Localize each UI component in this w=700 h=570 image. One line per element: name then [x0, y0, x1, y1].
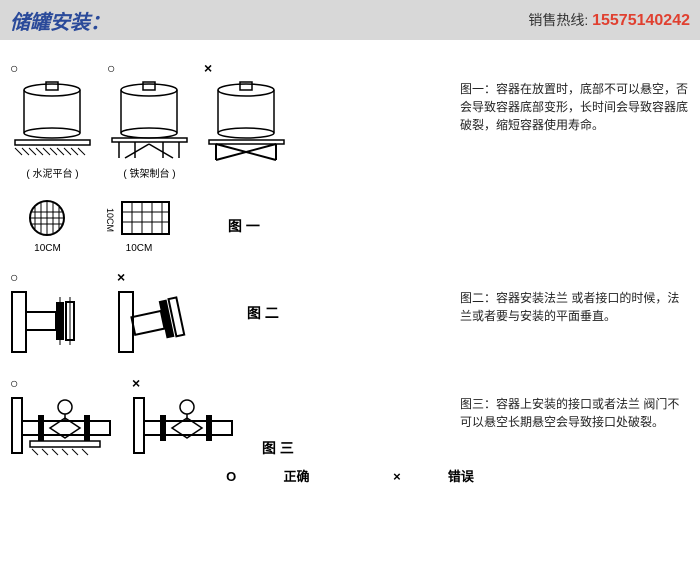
content-area: ○ — [0, 40, 700, 495]
dim-h-label: 10CM — [126, 243, 153, 254]
wrong-mark-icon: × — [132, 375, 140, 391]
flange-tilted-svg — [117, 287, 212, 357]
grid-rect: 10CM 10CM — [105, 198, 173, 254]
figure-1-row: ○ — [10, 60, 690, 180]
correct-mark-icon: ○ — [10, 269, 18, 285]
tank-solid-base: ○ — [10, 60, 95, 180]
wrong-mark-icon: × — [117, 269, 125, 285]
flange-correct: ○ — [10, 269, 105, 357]
circle-grid-icon — [20, 198, 75, 243]
dim-label: 10CM — [34, 243, 61, 254]
legend: O 正确 × 错误 — [10, 466, 690, 485]
tank-cross-base: × — [204, 60, 289, 180]
page-title: 储罐安装： — [10, 6, 110, 35]
legend-correct-label: 正确 — [283, 469, 309, 484]
figure-2-label: 图 二 — [247, 303, 279, 323]
figure-2-row: ○ × — [10, 269, 690, 357]
figure-1-label: 图 一 — [228, 216, 260, 236]
caption-frame: ( 铁架制台 ) — [123, 165, 175, 180]
correct-mark-icon: ○ — [10, 375, 18, 391]
figure-1-sub: 10CM 10CM 10CM 图 一 — [20, 198, 690, 254]
correct-mark-icon: ○ — [107, 60, 115, 76]
tank-svg-cross — [204, 78, 289, 163]
caption-solid: ( 水泥平台 ) — [26, 165, 78, 180]
hotline-number: 15575140242 — [592, 12, 690, 29]
figure-1-desc: 图一：容器在放置时，底部不可以悬空，否会导致容器底部变形，长时间会导致容器底破裂… — [460, 60, 690, 134]
tank-svg-frame — [107, 78, 192, 163]
dim-v-label: 10CM — [105, 208, 115, 232]
figure-1-diagrams: ○ — [10, 60, 289, 180]
hotline-label: 销售热线: — [528, 12, 588, 28]
tank-frame-base: ○ ( — [107, 60, 192, 180]
legend-wrong: × 错误 — [373, 469, 494, 484]
flange-wrong: × — [117, 269, 212, 357]
flange-straight-svg — [10, 287, 105, 357]
legend-correct-mark: O — [226, 469, 236, 484]
rect-grid-icon — [118, 198, 173, 243]
figure-3-diagrams: ○ — [10, 375, 242, 458]
figure-2-desc: 图二：容器安装法兰 或者接口的时候，法兰或者要与安装的平面垂直。 — [460, 269, 690, 325]
legend-wrong-mark: × — [393, 469, 401, 484]
figure-3-row: ○ — [10, 375, 690, 458]
tank-svg-solid — [10, 78, 95, 163]
figure-3-label: 图 三 — [262, 438, 294, 458]
valve-wrong: × — [132, 375, 242, 458]
valve-support-svg — [10, 393, 120, 458]
figure-3-desc: 图三：容器上安装的接口或者法兰 阀门不可以悬空长期悬空会导致接口处破裂。 — [460, 375, 690, 431]
correct-mark-icon: ○ — [10, 60, 18, 76]
header-bar: 储罐安装： 销售热线: 15575140242 — [0, 0, 700, 40]
valve-nosupport-svg — [132, 393, 242, 458]
grid-circle: 10CM — [20, 198, 75, 254]
legend-wrong-label: 错误 — [448, 469, 474, 484]
valve-correct: ○ — [10, 375, 120, 458]
wrong-mark-icon: × — [204, 60, 212, 76]
figure-2-diagrams: ○ × — [10, 269, 212, 357]
legend-correct: O 正确 — [206, 469, 333, 484]
hotline: 销售热线: 15575140242 — [528, 10, 690, 30]
